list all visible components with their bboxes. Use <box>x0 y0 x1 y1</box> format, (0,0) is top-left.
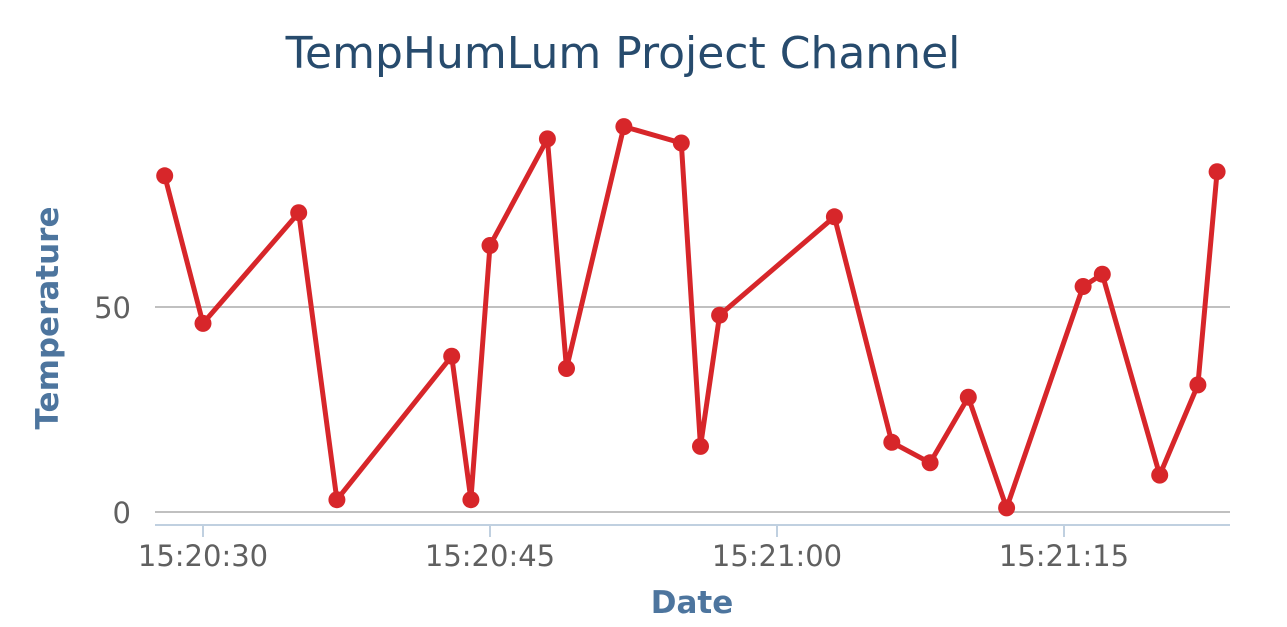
data-point[interactable] <box>194 314 212 332</box>
data-point[interactable] <box>1208 163 1226 181</box>
data-point[interactable] <box>538 130 556 148</box>
data-point[interactable] <box>156 167 174 185</box>
data-point[interactable] <box>1074 278 1092 295</box>
y-axis-ticks: 0 50 <box>94 291 131 530</box>
data-point[interactable] <box>921 454 939 472</box>
data-point[interactable] <box>290 204 308 222</box>
x-axis-title: Date <box>651 585 734 621</box>
data-point[interactable] <box>711 306 729 324</box>
data-point[interactable] <box>443 347 461 365</box>
x-tick-label: 15:20:45 <box>425 539 555 573</box>
data-point[interactable] <box>462 491 480 509</box>
data-point[interactable] <box>692 437 709 455</box>
y-tick-label: 0 <box>113 496 131 530</box>
y-axis-title: Temperature <box>30 207 66 430</box>
data-point[interactable] <box>615 118 633 136</box>
data-point[interactable] <box>328 491 346 509</box>
series-temperature <box>156 118 1226 517</box>
x-tick-label: 15:21:00 <box>712 539 842 573</box>
data-point[interactable] <box>672 134 690 152</box>
series-line <box>162 124 1220 511</box>
data-point[interactable] <box>1093 265 1111 283</box>
x-axis-ticks: 15:20:30 15:20:45 15:21:00 15:21:15 <box>138 525 1129 573</box>
data-point[interactable] <box>481 237 499 254</box>
x-tick-label: 15:20:30 <box>138 539 268 573</box>
data-point[interactable] <box>1189 376 1207 394</box>
data-point[interactable] <box>883 433 901 451</box>
x-tick-label: 15:21:15 <box>999 539 1129 573</box>
y-tick-label: 50 <box>94 291 131 325</box>
chart-title: TempHumLum Project Channel <box>285 28 961 79</box>
data-point[interactable] <box>959 388 977 406</box>
data-point[interactable] <box>998 499 1016 517</box>
data-point[interactable] <box>1151 466 1169 484</box>
data-point[interactable] <box>825 208 843 226</box>
data-point[interactable] <box>558 360 575 377</box>
